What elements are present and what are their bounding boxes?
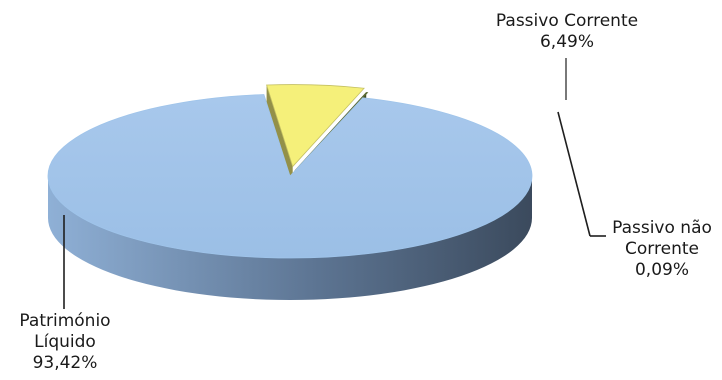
label-passivo-corrente-line-1: Passivo Corrente [495,11,639,31]
label-passivo-nao-corrente-value: 0,09% [634,260,689,280]
label-passivo-nao-corrente-line-2: Corrente [625,239,699,259]
leader-line-passivo-nao-corrente [557,111,591,237]
label-passivo-corrente: Passivo Corrente 6,49% [472,11,662,53]
label-passivo-corrente-value: 6,49% [539,32,594,52]
label-patrimonio-liquido-line-2: Líquido [34,332,96,352]
label-patrimonio-liquido: Património Líquido 93,42% [4,311,126,374]
label-passivo-nao-corrente-line-1: Passivo não [612,218,712,238]
label-patrimonio-liquido-line-1: Património [19,311,111,331]
slice-passivo-corrente [266,84,365,168]
label-patrimonio-liquido-value: 93,42% [32,353,98,373]
slice-patrimonio-liquido [47,94,533,259]
label-passivo-nao-corrente: Passivo não Corrente 0,09% [604,218,720,281]
slice-side-patrimonio-liquido [48,176,532,300]
